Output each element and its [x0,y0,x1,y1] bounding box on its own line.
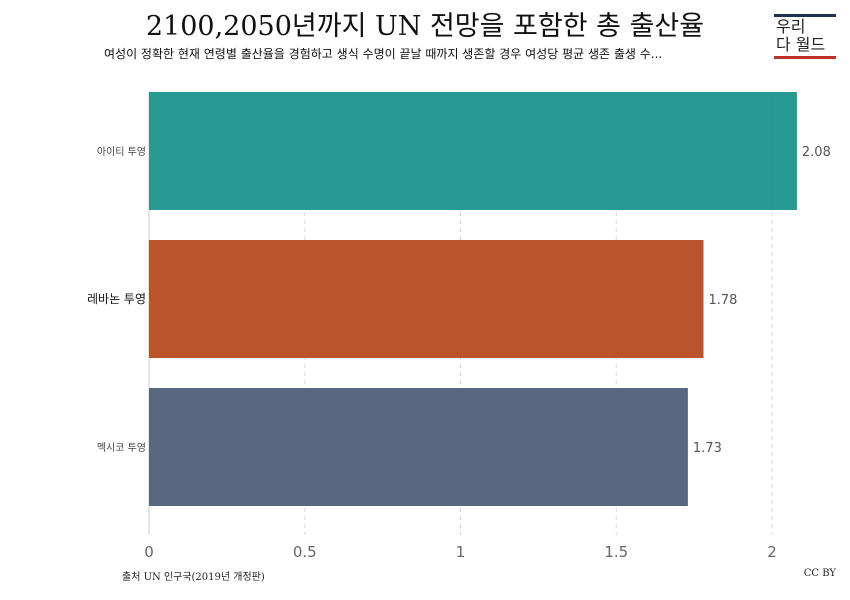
x-tick-label: 0.5 [293,543,317,561]
category-label[interactable]: 멕시코 투영 [97,442,146,454]
x-tick-labels: 0 0.5 1 1.5 2 [144,543,777,561]
bars: 2.08 아이티 투영 1.78 레바논 투영 1.73 멕시코 투영 [87,92,831,506]
source-note: 출처 UN 인구국(2019년 개정판) [122,568,265,583]
bar-value-label: 2.08 [802,145,831,160]
x-tick-label: 1.5 [604,543,628,561]
license-link[interactable]: CC BY [804,568,836,579]
bar-value-label: 1.73 [693,441,722,456]
category-label[interactable]: 아이티 투영 [97,146,146,158]
bar[interactable] [149,388,688,506]
x-tick-label: 0 [144,543,154,561]
x-tick-label: 2 [767,543,777,561]
bar[interactable] [149,92,797,210]
bar-value-label: 1.78 [708,293,737,308]
category-label[interactable]: 레바논 투영 [87,292,146,306]
bar[interactable] [149,240,703,358]
x-tick-label: 1 [456,543,466,561]
